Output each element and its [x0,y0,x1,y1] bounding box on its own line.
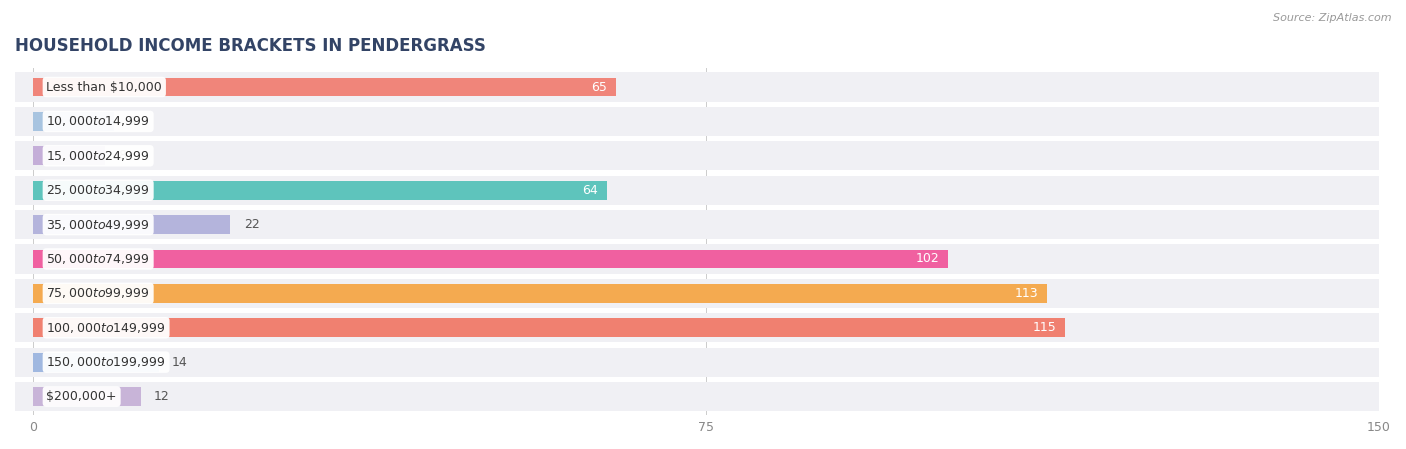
Bar [32,284,1047,303]
Text: 22: 22 [243,218,260,231]
Bar [15,279,1379,308]
Bar [32,78,616,97]
Text: $35,000 to $49,999: $35,000 to $49,999 [46,218,150,232]
Bar [15,244,1379,273]
Bar [15,382,1379,411]
Text: $200,000+: $200,000+ [46,390,117,403]
Text: 12: 12 [155,390,170,403]
Text: $15,000 to $24,999: $15,000 to $24,999 [46,149,150,163]
Bar [32,387,141,406]
Text: $25,000 to $34,999: $25,000 to $34,999 [46,183,150,197]
Bar [32,250,948,269]
Text: 9: 9 [127,115,135,128]
Text: 113: 113 [1014,287,1038,300]
Text: HOUSEHOLD INCOME BRACKETS IN PENDERGRASS: HOUSEHOLD INCOME BRACKETS IN PENDERGRASS [15,37,486,55]
Bar [32,215,231,234]
Text: $50,000 to $74,999: $50,000 to $74,999 [46,252,150,266]
Bar [15,141,1379,171]
Bar [15,313,1379,343]
Text: Source: ZipAtlas.com: Source: ZipAtlas.com [1274,13,1392,23]
Bar [32,318,1064,337]
Bar [15,176,1379,205]
Bar [32,352,159,372]
Bar [32,181,607,200]
Text: $100,000 to $149,999: $100,000 to $149,999 [46,321,166,335]
Bar [15,72,1379,101]
Text: 8: 8 [118,150,127,162]
Text: Less than $10,000: Less than $10,000 [46,80,162,93]
Text: 65: 65 [592,80,607,93]
Bar [32,146,104,165]
Bar [15,107,1379,136]
Text: 115: 115 [1032,321,1056,334]
Text: $75,000 to $99,999: $75,000 to $99,999 [46,286,150,300]
Text: 102: 102 [915,252,939,265]
Text: $10,000 to $14,999: $10,000 to $14,999 [46,114,150,128]
Bar [15,348,1379,377]
Text: $150,000 to $199,999: $150,000 to $199,999 [46,355,166,369]
Text: 14: 14 [172,356,188,369]
Bar [32,112,114,131]
Bar [15,210,1379,239]
Text: 64: 64 [582,184,599,197]
